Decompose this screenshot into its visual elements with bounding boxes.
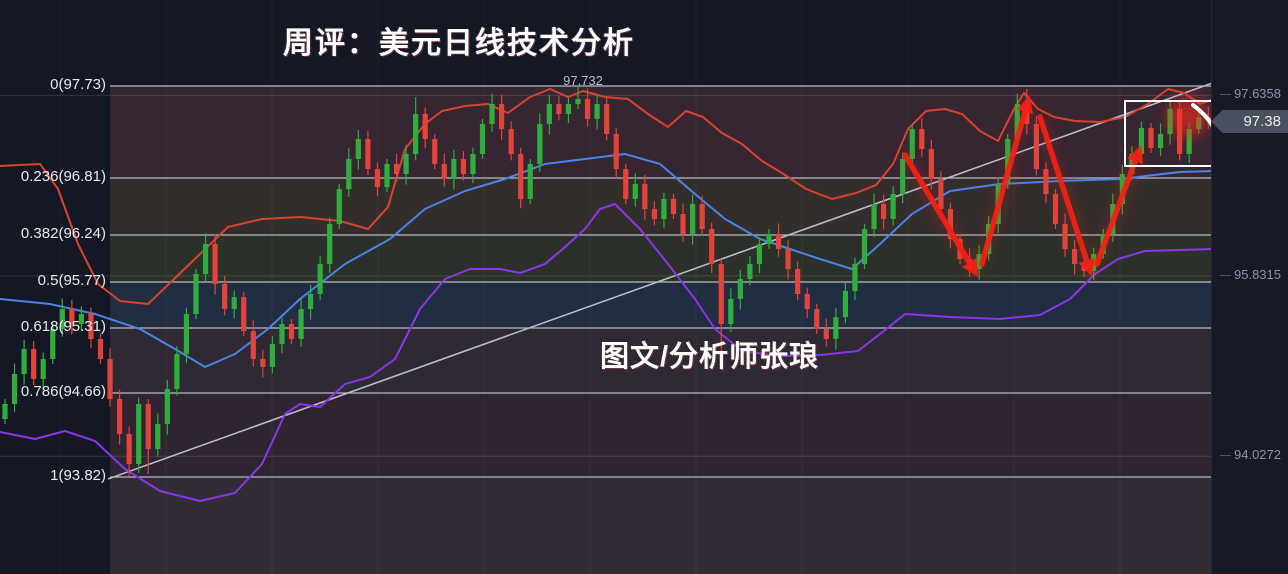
current-price-tag: 97.38: [1211, 110, 1288, 133]
red-trend-arrows: [899, 95, 1145, 278]
axis-label-0: 97.6358: [1220, 86, 1281, 102]
red-arrow: [1037, 114, 1095, 277]
fib-label-3: 0.5(95.77): [37, 272, 106, 289]
red-arrow: [902, 152, 979, 278]
fib-label-5: 0.786(94.66): [20, 383, 106, 400]
fib-label-6: 1(93.82): [50, 467, 106, 484]
fib-label-2: 0.382(96.24): [20, 225, 106, 242]
price-axis[interactable]: 97.6358 95.8315 94.0272: [1211, 0, 1288, 574]
price-gridlines: [0, 94, 1212, 457]
axis-label-1: 95.8315: [1220, 266, 1281, 282]
red-arrow: [1094, 145, 1144, 267]
analyst-credit: 图文/分析师张琅: [600, 341, 820, 373]
fib-label-0: 0(97.73): [50, 76, 106, 93]
chart-title: 周评：美元日线技术分析: [283, 27, 635, 60]
current-price-value: 97.38: [1243, 113, 1281, 130]
fib-zones: [110, 86, 1212, 574]
peak-price-label: 97.732: [563, 72, 603, 88]
fib-label-4: 0.618(95.31): [20, 318, 106, 335]
trend-line: [107, 80, 1219, 480]
axis-label-2: 94.0272: [1220, 447, 1281, 463]
band-middle: [0, 153, 1215, 368]
fib-label-1: 0.236(96.81): [20, 168, 106, 185]
red-arrow: [979, 95, 1034, 267]
price-alert-glow-core: [1178, 107, 1198, 127]
band-lower: [0, 203, 1215, 502]
